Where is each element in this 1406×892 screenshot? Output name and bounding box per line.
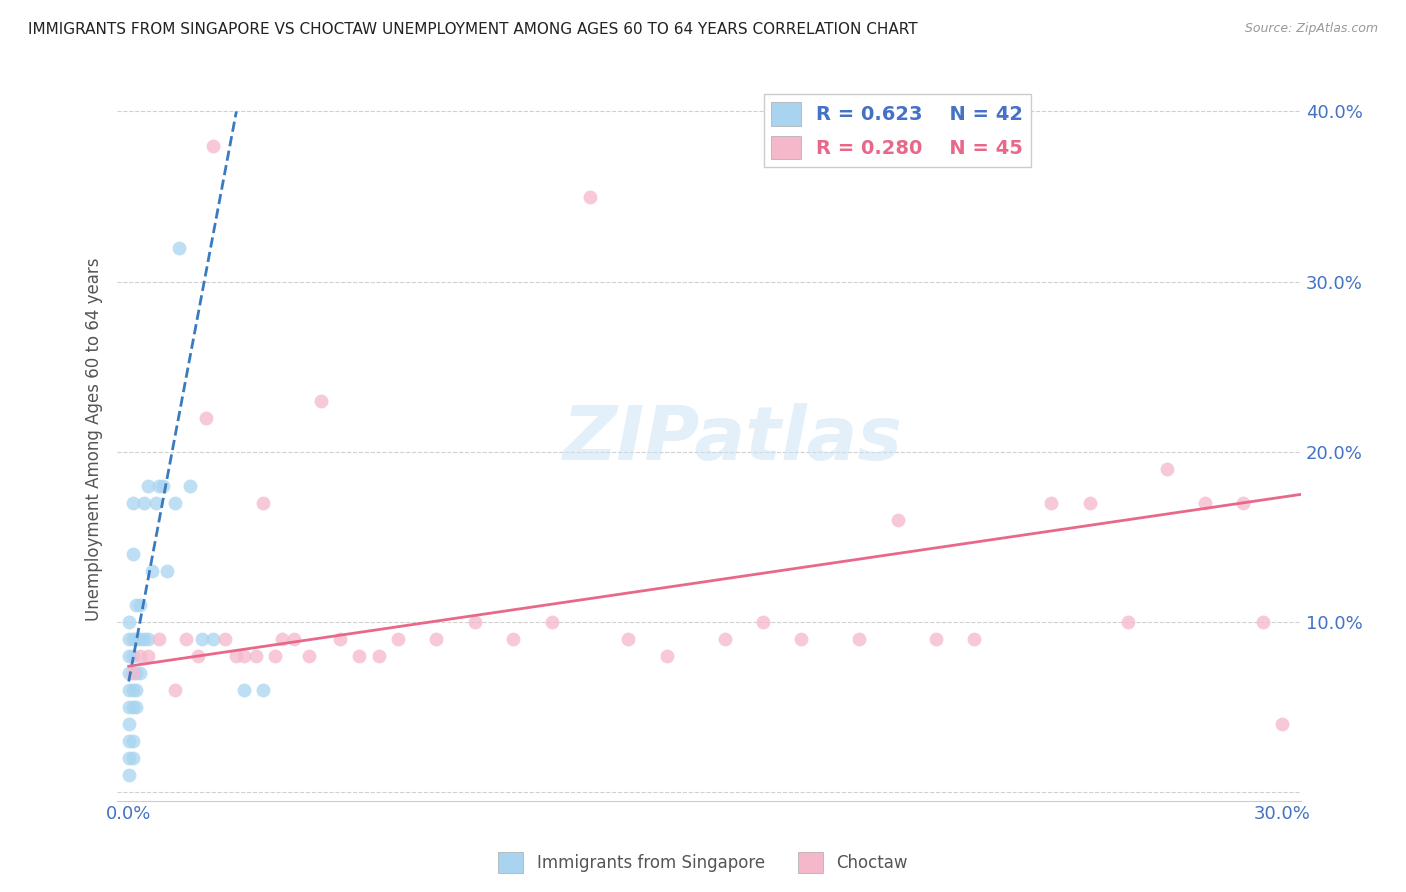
Point bbox=[329, 632, 352, 646]
Point bbox=[125, 683, 148, 698]
Point bbox=[118, 717, 141, 731]
Point bbox=[121, 751, 143, 765]
Point bbox=[298, 648, 321, 663]
Point bbox=[252, 683, 274, 698]
Point bbox=[118, 700, 141, 714]
Point bbox=[136, 648, 159, 663]
Point bbox=[1194, 496, 1216, 510]
Point bbox=[886, 513, 908, 527]
Point bbox=[194, 410, 217, 425]
Point bbox=[152, 479, 174, 493]
Point bbox=[121, 700, 143, 714]
Point bbox=[121, 683, 143, 698]
Text: IMMIGRANTS FROM SINGAPORE VS CHOCTAW UNEMPLOYMENT AMONG AGES 60 TO 64 YEARS CORR: IMMIGRANTS FROM SINGAPORE VS CHOCTAW UNE… bbox=[28, 22, 918, 37]
Point bbox=[617, 632, 640, 646]
Point bbox=[233, 683, 256, 698]
Point bbox=[202, 138, 225, 153]
Point bbox=[145, 496, 167, 510]
Point bbox=[245, 648, 267, 663]
Point bbox=[118, 665, 141, 680]
Legend: Immigrants from Singapore, Choctaw: Immigrants from Singapore, Choctaw bbox=[492, 846, 914, 880]
Point bbox=[136, 632, 159, 646]
Point bbox=[118, 632, 141, 646]
Point bbox=[125, 632, 148, 646]
Point bbox=[252, 496, 274, 510]
Y-axis label: Unemployment Among Ages 60 to 64 years: Unemployment Among Ages 60 to 64 years bbox=[86, 257, 103, 621]
Point bbox=[848, 632, 870, 646]
Point bbox=[118, 683, 141, 698]
Point bbox=[190, 632, 212, 646]
Point bbox=[121, 665, 143, 680]
Point bbox=[1078, 496, 1101, 510]
Point bbox=[176, 632, 198, 646]
Point bbox=[141, 564, 163, 578]
Point bbox=[214, 632, 236, 646]
Point bbox=[167, 241, 190, 255]
Text: Source: ZipAtlas.com: Source: ZipAtlas.com bbox=[1244, 22, 1378, 36]
Point bbox=[1156, 462, 1178, 476]
Point bbox=[121, 496, 143, 510]
Point bbox=[387, 632, 409, 646]
Point bbox=[118, 734, 141, 748]
Text: ZIPatlas: ZIPatlas bbox=[562, 402, 903, 475]
Point bbox=[425, 632, 447, 646]
Point bbox=[125, 598, 148, 612]
Point bbox=[1271, 717, 1294, 731]
Point bbox=[283, 632, 305, 646]
Point bbox=[121, 547, 143, 561]
Point bbox=[163, 683, 186, 698]
Point bbox=[136, 479, 159, 493]
Point bbox=[271, 632, 294, 646]
Point bbox=[118, 648, 141, 663]
Point bbox=[202, 632, 225, 646]
Point bbox=[464, 615, 486, 629]
Point bbox=[118, 615, 141, 629]
Point bbox=[790, 632, 813, 646]
Point bbox=[367, 648, 389, 663]
Point bbox=[148, 479, 170, 493]
Point bbox=[540, 615, 562, 629]
Point bbox=[118, 751, 141, 765]
Point bbox=[148, 632, 170, 646]
Point bbox=[1232, 496, 1254, 510]
Point bbox=[263, 648, 285, 663]
Point bbox=[118, 768, 141, 782]
Point bbox=[187, 648, 209, 663]
Point bbox=[125, 700, 148, 714]
Point bbox=[129, 632, 152, 646]
Point bbox=[125, 665, 148, 680]
Point bbox=[129, 648, 152, 663]
Point bbox=[655, 648, 678, 663]
Point bbox=[579, 189, 602, 203]
Point bbox=[1116, 615, 1139, 629]
Point bbox=[1040, 496, 1063, 510]
Point bbox=[713, 632, 735, 646]
Point bbox=[121, 632, 143, 646]
Point bbox=[121, 734, 143, 748]
Point bbox=[349, 648, 371, 663]
Point bbox=[156, 564, 179, 578]
Point bbox=[121, 648, 143, 663]
Point bbox=[225, 648, 247, 663]
Point bbox=[163, 496, 186, 510]
Point bbox=[752, 615, 775, 629]
Point bbox=[963, 632, 986, 646]
Point bbox=[129, 598, 152, 612]
Point bbox=[132, 496, 155, 510]
Legend: R = 0.623    N = 42, R = 0.280    N = 45: R = 0.623 N = 42, R = 0.280 N = 45 bbox=[763, 95, 1031, 167]
Point bbox=[233, 648, 256, 663]
Point bbox=[132, 632, 155, 646]
Point bbox=[925, 632, 948, 646]
Point bbox=[309, 393, 332, 408]
Point bbox=[129, 665, 152, 680]
Point bbox=[502, 632, 524, 646]
Point bbox=[179, 479, 201, 493]
Point bbox=[1251, 615, 1274, 629]
